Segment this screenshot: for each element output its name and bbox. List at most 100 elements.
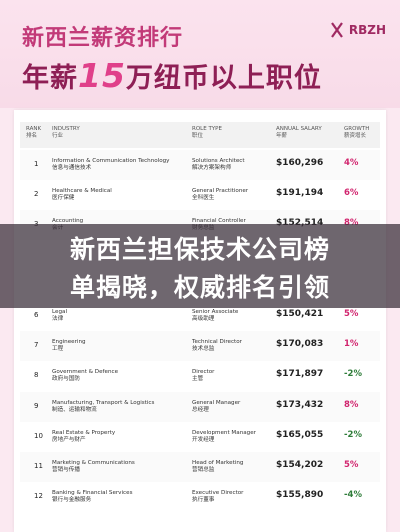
salary: $173,432 [276, 399, 324, 410]
role-en: Technical Director [192, 339, 242, 346]
salary: $152,514 [276, 219, 323, 228]
banner [0, 224, 400, 308]
subtitle-part: 年薪 [22, 63, 78, 94]
salary: $150,421 [276, 309, 324, 319]
role-en: General Manager [192, 399, 241, 406]
table-row: 1 Information & Communication Technology 信… [20, 150, 380, 180]
industry-en: Real Estate & Property [52, 429, 116, 436]
rank: 1 [34, 160, 39, 168]
column-header: ANNUAL SALARY 年薪 [276, 126, 322, 140]
column-header-en: INDUSTRY [52, 126, 80, 132]
industry-zh: 银行与金融服务 [52, 497, 92, 504]
industry-zh: 营销与传播 [52, 467, 80, 473]
growth: 8% [344, 399, 359, 410]
growth: 4% [344, 158, 359, 168]
growth: 5% [344, 309, 359, 319]
column-header-zh: 行业 [52, 133, 64, 139]
salary: $154,202 [276, 460, 324, 470]
role-zh: 高级助理 [192, 316, 215, 322]
industry-en: Accounting [52, 218, 84, 225]
table-row: 6 Legal 法律 Senior Associate 高级助理 $150,421 5% [20, 301, 380, 331]
role-zh: 开发经理 [192, 436, 215, 443]
role-zh: 全科医生 [192, 195, 215, 202]
role-en: Executive Director [192, 490, 244, 497]
growth: 5% [344, 460, 359, 470]
industry-en: Healthcare & Medical [52, 188, 112, 195]
salary: $155,890 [276, 490, 324, 501]
column-header-en: RANK [26, 126, 42, 132]
growth: -2% [344, 429, 362, 440]
rank: 6 [34, 311, 39, 319]
table-header [20, 122, 380, 148]
industry-en: Marketing & Communications [52, 460, 135, 466]
salary: $170,083 [276, 339, 324, 350]
industry-en: Banking & Financial Services [52, 490, 133, 497]
industry-zh: 政府与国防 [52, 376, 80, 383]
rank: 11 [34, 462, 43, 470]
industry-zh: 医疗保健 [52, 195, 75, 202]
rank: 9 [34, 401, 39, 410]
role-zh: 执行董事 [192, 497, 215, 504]
header: 新西兰薪资排行 年薪15万纽币以上职位 RBZH [0, 0, 400, 108]
role-zh: 营销总监 [192, 467, 215, 473]
banner-line: 新西兰担保技术公司榜 [69, 235, 330, 264]
subtitle: 年薪15万纽币以上职位 [22, 56, 322, 95]
industry-zh: 法律 [52, 316, 64, 322]
role-en: Senior Associate [192, 309, 239, 315]
industry-zh: 工程 [52, 346, 64, 353]
column-header-en: ANNUAL SALARY [276, 126, 322, 132]
salary: $171,897 [276, 369, 324, 380]
industry-en: Engineering [52, 339, 86, 346]
rank: 12 [34, 492, 43, 501]
table-row: 8 Government & Defence 政府与国防 Director 主管 $171… [20, 361, 380, 391]
column-header-zh: 排名 [26, 133, 38, 139]
salary: $165,055 [276, 429, 324, 440]
role-en: Financial Controller [192, 218, 246, 225]
role-en: Development Manager [192, 429, 256, 436]
role-zh: 解决方案架构师 [192, 165, 232, 171]
subtitle-number: 15 [78, 56, 126, 95]
salary: $191,194 [276, 188, 324, 199]
role-zh: 总经理 [192, 406, 209, 413]
title: 新西兰薪资排行 [22, 26, 184, 51]
role-en: Director [192, 369, 215, 376]
growth: 6% [344, 188, 359, 199]
rank: 8 [34, 371, 39, 380]
role-en: Solutions Architect [192, 158, 245, 164]
table-row: 10 Real Estate & Property 房地产与财产 Developmen… [20, 422, 380, 452]
salary: $160,296 [276, 158, 324, 168]
industry-en: Manufacturing, Transport & Logistics [52, 399, 155, 406]
column-header-en: GROWTH [344, 126, 370, 132]
column-header-zh: 年薪 [276, 133, 288, 139]
column-header-zh: 薪资增长 [344, 133, 367, 139]
table-row: 7 Engineering 工程 Technical Director 技术总监 $170… [20, 331, 380, 362]
table: RANK 排名 INDUSTRY 行业 ROLE TYPE 职位 ANNUAL SALARY… [14, 110, 386, 532]
role-zh: 主管 [192, 376, 204, 383]
table-row: 12 Banking & Financial Services 银行与金融服务 Exe… [20, 482, 380, 512]
industry-zh: 信息与通信技术 [52, 165, 92, 171]
rank: 10 [34, 431, 43, 440]
industry-en: Information & Communication Technology [52, 158, 170, 164]
role-en: General Practitioner [192, 188, 249, 195]
table-row: 11 Marketing & Communications 营销与传播 Head of… [20, 452, 380, 482]
logo: RBZH [330, 22, 386, 38]
logo-icon [330, 22, 343, 38]
role-zh: 技术总监 [192, 346, 215, 353]
industry-zh: 房地产与财产 [52, 436, 86, 443]
industry-zh: 制造、运输和物流 [52, 406, 97, 413]
rank: 7 [34, 341, 39, 350]
role-en: Head of Marketing [192, 460, 244, 466]
growth: 1% [344, 339, 359, 350]
column-header: RANK 排名 [26, 126, 41, 140]
subtitle-part: 万纽币以上职位 [125, 63, 322, 94]
rank: 2 [34, 190, 39, 199]
column-header-en: ROLE TYPE [192, 126, 222, 132]
growth: -4% [344, 490, 362, 501]
industry-en: Legal [52, 309, 67, 315]
column-header-zh: 职位 [192, 133, 204, 139]
growth: 8% [344, 219, 358, 228]
logo-text: RBZH [348, 23, 386, 37]
industry-en: Government & Defence [52, 369, 119, 376]
banner-line: 单揭晓，权威排名引领 [69, 273, 330, 302]
